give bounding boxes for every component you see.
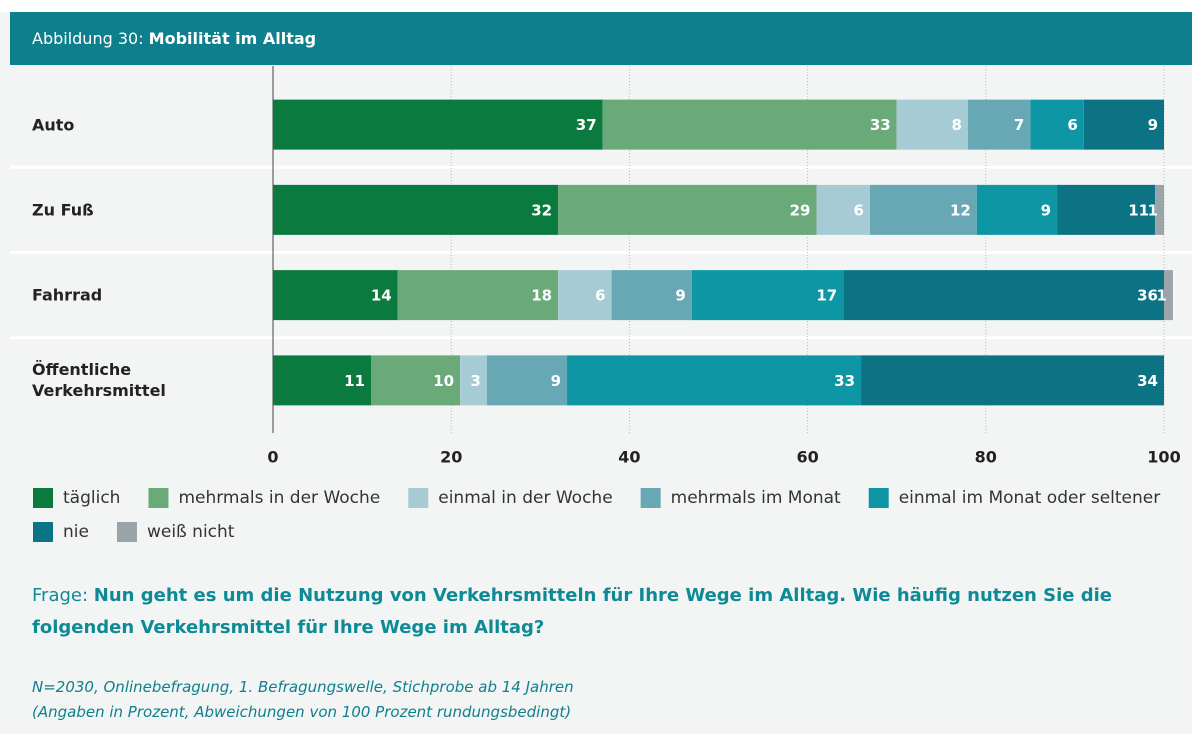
bar-segment [691, 270, 844, 321]
x-tick-label: 100 [1147, 448, 1180, 467]
legend-swatch [148, 488, 169, 508]
data-label: 6 [595, 287, 605, 305]
bar-segment [558, 270, 612, 321]
bar-segment [460, 355, 487, 406]
category-label: Öffentliche Verkehrsmittel [32, 360, 166, 401]
bar-segment [1155, 184, 1164, 235]
header-bar [10, 12, 1192, 65]
legend-swatch [408, 488, 429, 508]
bar-segment [1083, 99, 1164, 150]
bar-segment [1057, 184, 1156, 235]
data-label: 32 [531, 201, 552, 219]
bar-segment [896, 99, 968, 150]
data-label: 9 [551, 372, 561, 390]
data-label: 7 [1014, 116, 1024, 134]
category-label: Fahrrad [32, 285, 103, 305]
note: (Angaben in Prozent, Abweichungen von 10… [32, 703, 572, 721]
note: N=2030, Onlinebefragung, 1. Befragungswe… [32, 678, 574, 696]
x-tick-label: 20 [440, 448, 462, 467]
data-label: 6 [854, 201, 864, 219]
data-label: 8 [952, 116, 962, 134]
question-text: Nun geht es um die Nutzung von Verkehrsm… [32, 585, 1112, 638]
legend-label: weiß nicht [147, 522, 235, 542]
data-label: 11 [1128, 201, 1149, 219]
data-label: 17 [816, 287, 837, 305]
bar-segment [861, 355, 1164, 406]
category-label: Zu Fuß [32, 200, 94, 220]
bar-segment [486, 355, 568, 406]
data-label: 9 [1148, 116, 1158, 134]
data-label: 37 [576, 116, 597, 134]
bar-segment [976, 184, 1058, 235]
data-label: 9 [1041, 201, 1051, 219]
legend-label: einmal in der Woche [438, 488, 612, 508]
top-margin [0, 0, 1192, 12]
header: Abbildung 30: Mobilität im Alltag [32, 29, 316, 48]
legend-label: einmal im Monat oder seltener [899, 488, 1161, 508]
bar-segment [567, 355, 862, 406]
bar-segment [1030, 99, 1084, 150]
data-label: 10 [433, 372, 454, 390]
legend-swatch [33, 488, 53, 508]
data-label: 33 [870, 116, 891, 134]
legend-swatch [868, 488, 889, 508]
bar-segment [397, 270, 559, 321]
data-label: 6 [1067, 116, 1077, 134]
bar-segment [273, 99, 603, 150]
legend-label: mehrmals in der Woche [178, 488, 380, 508]
legend-label: mehrmals im Monat [671, 488, 841, 508]
legend-swatch [116, 522, 137, 542]
bar-segment [558, 184, 817, 235]
chart-title: Mobilität im Alltag [149, 29, 316, 48]
x-tick-label: 0 [267, 448, 278, 467]
bar-segment [967, 99, 1031, 150]
bar-segment [273, 270, 398, 321]
bar-segment [602, 99, 897, 150]
category-label: Auto [32, 115, 75, 135]
bar-segment [1164, 270, 1173, 321]
data-label: 33 [834, 372, 855, 390]
data-label: 1 [1148, 201, 1158, 219]
data-label: 29 [790, 201, 811, 219]
question: Frage: Nun geht es um die Nutzung von Ve… [32, 580, 1152, 644]
data-label: 36 [1137, 287, 1158, 305]
x-tick-label: 40 [618, 448, 640, 467]
data-label: 14 [371, 287, 392, 305]
bar-segment [371, 355, 461, 406]
figure-label: Abbildung 30: [32, 29, 144, 48]
bar-segment [816, 184, 870, 235]
legend-label: täglich [63, 488, 120, 508]
data-label: 3 [470, 372, 480, 390]
data-label: 34 [1137, 372, 1158, 390]
bar-segment [273, 184, 559, 235]
legend-label: nie [63, 522, 89, 542]
legend-swatch [640, 488, 661, 508]
data-label: 9 [675, 287, 685, 305]
data-label: 12 [950, 201, 971, 219]
data-label: 1 [1156, 287, 1166, 305]
data-label: 11 [344, 372, 365, 390]
x-tick-label: 60 [796, 448, 818, 467]
x-tick-label: 80 [975, 448, 997, 467]
legend-swatch [33, 522, 53, 542]
bar-segment [843, 270, 1164, 321]
bar-segment [611, 270, 692, 321]
data-label: 18 [531, 287, 552, 305]
bar-segment [273, 355, 372, 406]
bar-segment [869, 184, 977, 235]
question-label: Frage: [32, 585, 89, 606]
